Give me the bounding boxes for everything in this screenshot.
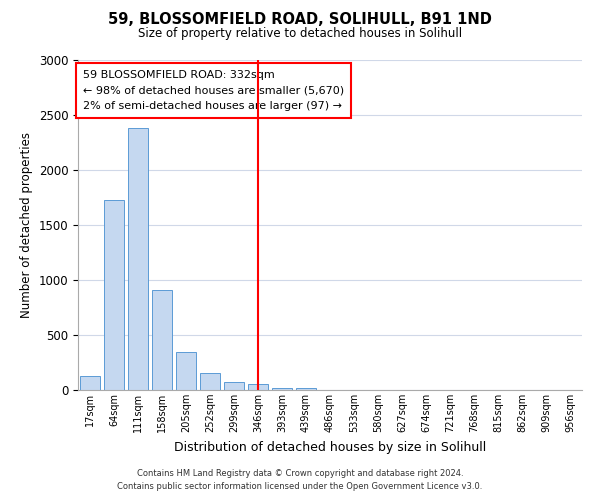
X-axis label: Distribution of detached houses by size in Solihull: Distribution of detached houses by size … [174,440,486,454]
Text: 59 BLOSSOMFIELD ROAD: 332sqm
← 98% of detached houses are smaller (5,670)
2% of : 59 BLOSSOMFIELD ROAD: 332sqm ← 98% of de… [83,70,344,111]
Bar [128,128,148,390]
Bar [152,290,172,390]
Text: Size of property relative to detached houses in Solihull: Size of property relative to detached ho… [138,28,462,40]
Y-axis label: Number of detached properties: Number of detached properties [20,132,33,318]
Bar [224,382,244,390]
Bar [200,373,220,390]
Bar [80,376,100,390]
Bar [176,352,196,390]
Text: Contains HM Land Registry data © Crown copyright and database right 2024.: Contains HM Land Registry data © Crown c… [137,468,463,477]
Text: Contains public sector information licensed under the Open Government Licence v3: Contains public sector information licen… [118,482,482,491]
Bar [104,200,124,390]
Bar [296,388,316,390]
Bar [272,388,292,390]
Bar [248,384,268,390]
Text: 59, BLOSSOMFIELD ROAD, SOLIHULL, B91 1ND: 59, BLOSSOMFIELD ROAD, SOLIHULL, B91 1ND [108,12,492,28]
